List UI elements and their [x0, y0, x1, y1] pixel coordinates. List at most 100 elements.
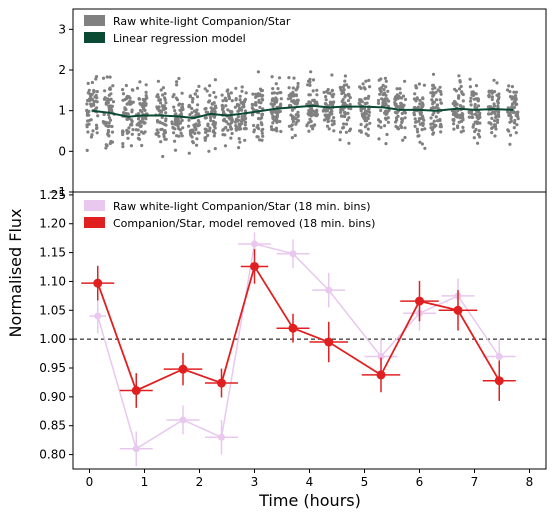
- scatter-point: [135, 86, 140, 90]
- scatter-point: [188, 113, 192, 117]
- x-tick-label: 7: [471, 475, 479, 489]
- scatter-point: [193, 92, 197, 96]
- scatter-point: [189, 133, 193, 137]
- scatter-point: [343, 79, 347, 83]
- model-removed-point: [376, 370, 386, 380]
- scatter-point: [413, 92, 417, 96]
- scatter-point: [315, 93, 319, 97]
- scatter-point: [512, 105, 517, 109]
- scatter-point: [468, 77, 472, 81]
- scatter-point: [110, 124, 114, 129]
- scatter-point: [94, 75, 99, 79]
- y-tick-label: 3: [58, 22, 66, 36]
- scatter-point: [229, 115, 234, 119]
- scatter-point: [386, 89, 390, 93]
- scatter-point: [332, 116, 336, 120]
- scatter-point: [507, 129, 511, 133]
- scatter-point: [431, 83, 435, 87]
- scatter-point: [387, 99, 391, 103]
- scatter-point: [129, 144, 133, 148]
- scatter-point: [127, 126, 131, 130]
- scatter-point: [399, 124, 403, 128]
- scatter-point: [243, 120, 248, 124]
- scatter-point: [461, 115, 465, 119]
- scatter-point: [313, 113, 317, 117]
- scatter-point: [383, 91, 387, 95]
- scatter-point: [486, 105, 490, 109]
- scatter-point: [278, 104, 282, 108]
- scatter-point: [458, 80, 462, 84]
- scatter-point: [439, 123, 443, 127]
- scatter-point: [273, 128, 277, 132]
- scatter-point: [260, 138, 264, 142]
- scatter-point: [423, 146, 427, 150]
- scatter-point: [121, 132, 125, 137]
- raw-binned-point: [218, 433, 225, 441]
- scatter-point: [197, 84, 201, 88]
- scatter-point: [348, 102, 352, 107]
- scatter-point: [401, 94, 406, 98]
- scatter-point: [512, 90, 516, 94]
- scatter-point: [458, 104, 462, 108]
- scatter-point: [221, 106, 225, 110]
- scatter-point: [95, 106, 99, 110]
- scatter-point: [92, 88, 96, 93]
- scatter-point: [332, 129, 336, 133]
- scatter-point: [398, 91, 402, 95]
- scatter-point: [250, 112, 255, 116]
- scatter-point: [366, 127, 370, 131]
- scatter-point: [279, 97, 283, 101]
- scatter-point: [309, 70, 313, 74]
- scatter-point: [193, 131, 197, 135]
- scatter-point: [197, 123, 201, 127]
- scatter-point: [379, 90, 383, 94]
- scatter-point: [144, 102, 148, 106]
- scatter-point: [395, 87, 399, 91]
- scatter-point: [158, 98, 163, 102]
- scatter-point: [224, 120, 229, 124]
- scatter-point: [474, 127, 478, 132]
- scatter-point: [124, 83, 128, 88]
- scatter-point: [508, 133, 513, 137]
- scatter-point: [321, 109, 325, 113]
- scatter-point: [95, 90, 99, 94]
- scatter-point: [457, 95, 461, 99]
- y-tick-label: 0.95: [39, 361, 66, 375]
- scatter-point: [177, 76, 181, 81]
- scatter-point: [330, 123, 334, 127]
- scatter-point: [162, 134, 166, 139]
- scatter-point: [229, 136, 233, 140]
- scatter-point: [364, 79, 368, 83]
- scatter-point: [400, 117, 404, 121]
- scatter-point: [422, 83, 426, 87]
- scatter-point: [242, 127, 246, 131]
- scatter-point: [234, 128, 238, 132]
- scatter-point: [105, 121, 110, 125]
- scatter-point: [402, 103, 406, 107]
- scatter-point: [140, 143, 144, 148]
- scatter-point: [123, 98, 127, 102]
- scatter-point: [252, 123, 256, 128]
- scatter-point: [107, 93, 111, 97]
- scatter-point: [144, 83, 148, 87]
- scatter-point: [194, 122, 198, 126]
- scatter-point: [476, 132, 480, 136]
- scatter-point: [187, 105, 191, 109]
- scatter-point: [323, 102, 327, 106]
- scatter-point: [324, 109, 328, 113]
- scatter-point: [331, 95, 335, 99]
- scatter-point: [414, 84, 418, 88]
- scatter-point: [278, 119, 282, 124]
- scatter-point: [154, 132, 158, 136]
- scatter-point: [101, 76, 106, 80]
- scatter-point: [125, 112, 130, 116]
- scatter-point: [94, 93, 98, 98]
- scatter-point: [130, 123, 134, 127]
- scatter-point: [180, 134, 184, 138]
- scatter-point: [495, 93, 499, 97]
- scatter-point: [420, 142, 424, 146]
- scatter-point: [315, 88, 319, 92]
- scatter-point: [311, 78, 316, 82]
- scatter-point: [107, 108, 111, 112]
- scatter-point: [326, 87, 330, 92]
